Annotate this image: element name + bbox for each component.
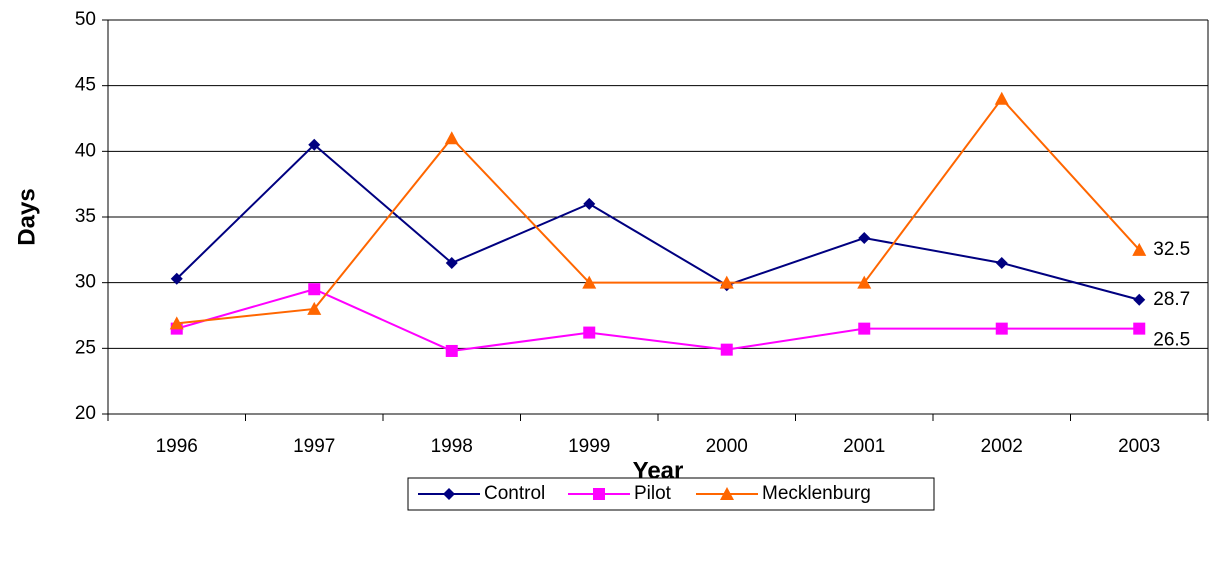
legend-label: Control <box>484 483 545 504</box>
point <box>582 275 597 289</box>
point <box>445 344 458 357</box>
y-tick-label: 40 <box>75 140 96 161</box>
y-tick-label: 25 <box>75 337 96 358</box>
x-tick-label: 1998 <box>431 436 473 457</box>
y-tick-label: 50 <box>75 9 96 30</box>
point <box>857 275 872 289</box>
legend-box <box>407 477 935 511</box>
x-tick-label: 2003 <box>1118 436 1160 457</box>
y-tick-label: 20 <box>75 403 96 424</box>
x-tick-label: 1999 <box>568 436 610 457</box>
point <box>995 256 1008 269</box>
data-label: 28.7 <box>1153 289 1190 310</box>
point <box>720 343 733 356</box>
series-line <box>176 143 1140 301</box>
y-tick-label: 30 <box>75 272 96 293</box>
point <box>444 131 459 145</box>
x-tick-label: 1996 <box>156 436 198 457</box>
x-tick-label: 2000 <box>706 436 748 457</box>
point <box>583 197 596 210</box>
point <box>995 322 1008 335</box>
point <box>308 138 321 151</box>
series-line <box>176 97 1140 325</box>
point <box>719 275 734 289</box>
y-axis-title: Days <box>13 188 40 245</box>
point <box>1132 242 1147 256</box>
x-tick-label: 2002 <box>981 436 1023 457</box>
point <box>858 232 871 245</box>
legend-label: Pilot <box>634 483 672 504</box>
series-line <box>176 288 1140 352</box>
point <box>170 272 183 285</box>
data-label: 26.5 <box>1153 330 1190 351</box>
point <box>307 301 322 315</box>
point <box>858 322 871 335</box>
x-tick-label: 2001 <box>843 436 885 457</box>
legend-marker <box>443 488 455 500</box>
y-tick-label: 45 <box>75 75 96 96</box>
legend: Control Pilot Mecklenburg <box>407 477 935 511</box>
point <box>445 256 458 269</box>
y-tick-label: 35 <box>75 206 96 227</box>
point <box>583 326 596 339</box>
point <box>994 91 1009 105</box>
point <box>308 283 321 296</box>
x-tick-label: 1997 <box>293 436 335 457</box>
point <box>1133 322 1146 335</box>
legend-marker <box>593 488 605 500</box>
data-label: 32.5 <box>1153 239 1190 260</box>
legend-marker <box>720 487 734 500</box>
point <box>1133 293 1146 306</box>
point <box>169 316 184 330</box>
legend-label: Mecklenburg <box>762 483 871 504</box>
